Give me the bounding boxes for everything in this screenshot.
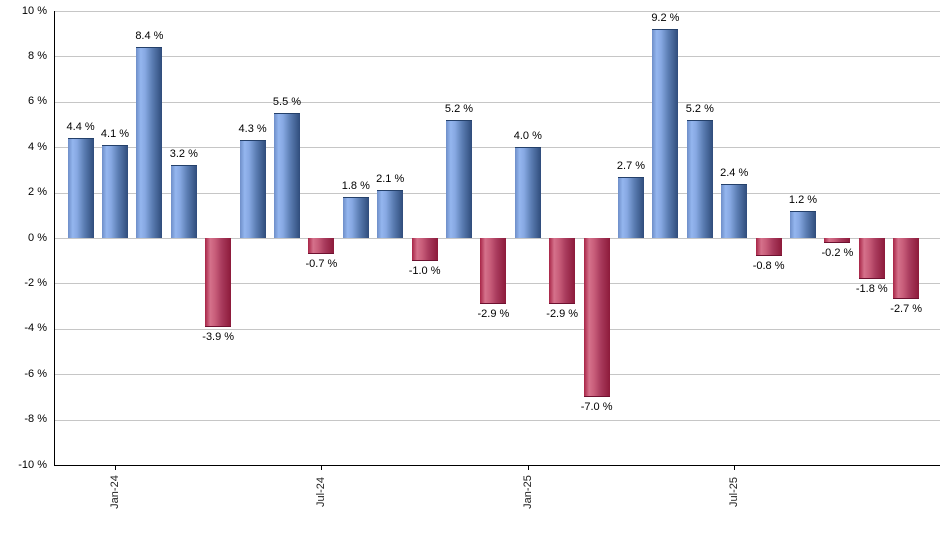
bar [893, 238, 920, 300]
bar-value-label: 9.2 % [651, 12, 680, 25]
bar-value-label: 2.1 % [376, 173, 405, 186]
bar [583, 238, 610, 397]
bar-value-label: -2.9 % [477, 307, 510, 320]
y-axis-line [54, 11, 55, 466]
bar [446, 119, 472, 238]
bar [686, 119, 713, 238]
y-axis-labels: 10 % 8 % 6 % 4 % 2 % 0 % -2 % -4 % -6 % -8 % -10 % [0, 0, 55, 480]
bar [136, 47, 163, 238]
y-tick-label: 0 % [28, 231, 47, 244]
y-tick-label: 10 % [21, 4, 47, 17]
bar [274, 113, 300, 238]
bar-value-label: -2.9 % [546, 307, 579, 320]
bar-value-label: 5.5 % [272, 96, 302, 109]
bar-value-label: 1.8 % [341, 180, 370, 193]
bar [618, 176, 644, 238]
y-tick-label: -6 % [24, 367, 47, 380]
x-tick-label: Jul-25 [728, 477, 741, 507]
bar-value-label: 1.2 % [788, 193, 818, 206]
bar-value-label: -2.7 % [890, 303, 923, 316]
bar-value-label: 8.4 % [135, 30, 164, 43]
bar-value-label: 2.7 % [616, 159, 646, 172]
x-tick-label: Jan-24 [109, 475, 121, 509]
bar-value-label: -0.2 % [821, 246, 854, 259]
bar [308, 238, 335, 254]
bar-value-label: 4.3 % [238, 123, 267, 136]
x-tick-label: Jul-24 [315, 477, 328, 507]
bar [67, 138, 94, 238]
x-tick-mark [321, 465, 323, 470]
bar [170, 165, 197, 238]
bar [858, 238, 885, 279]
bar [824, 238, 851, 243]
y-tick-label: -2 % [24, 276, 47, 289]
gridline [55, 374, 940, 376]
bar-value-label: 5.2 % [444, 102, 474, 115]
y-tick-label: 6 % [28, 95, 47, 108]
bar-value-label: 2.4 % [720, 166, 749, 179]
bar [411, 238, 438, 261]
x-axis-line [54, 465, 940, 466]
bar-value-label: -1.0 % [408, 264, 441, 277]
bar [102, 144, 128, 238]
y-tick-label: 4 % [28, 140, 47, 153]
bar [377, 190, 404, 238]
x-tick-mark [734, 465, 736, 470]
bar [205, 238, 232, 327]
bar [239, 140, 266, 238]
bar [755, 238, 782, 257]
gridline [55, 11, 940, 12]
bar [342, 197, 369, 238]
bar-value-label: -0.7 % [305, 257, 338, 270]
bar-value-label: -7.0 % [580, 400, 613, 413]
gridline [55, 147, 940, 149]
bar [480, 238, 507, 304]
bar-value-label: 3.2 % [169, 148, 198, 161]
bar-value-label: 5.2 % [685, 102, 714, 115]
y-tick-label: 8 % [28, 49, 47, 62]
x-axis-labels: Jan-24 Jul-24 Jan-25 Jul-25 [0, 465, 940, 550]
bar [790, 210, 816, 238]
x-tick-mark [115, 465, 116, 470]
y-tick-label: -4 % [24, 322, 47, 335]
bar [721, 183, 748, 238]
gridline [55, 101, 940, 103]
bar-value-label: 4.1 % [100, 127, 130, 140]
bar-value-label: -3.9 % [202, 330, 235, 343]
bar [549, 238, 576, 304]
gridline [55, 192, 940, 194]
y-tick-label: 2 % [28, 186, 47, 199]
bar-value-label: -1.8 % [855, 282, 888, 295]
gridline [55, 56, 940, 58]
y-tick-label: -10 % [18, 458, 47, 471]
bar-value-label: 4.0 % [513, 130, 542, 143]
bar-value-label: 4.4 % [66, 121, 95, 134]
plot-area: 4.4 % 4.1 % 8.4 % 3.2 % -3.9 % 4.3 % 5.5 % -0.7… [54, 11, 940, 466]
gridline [55, 419, 940, 421]
x-tick-mark [527, 465, 529, 470]
gridline [55, 328, 940, 330]
bar [652, 29, 679, 238]
y-tick-label: -8 % [24, 413, 47, 426]
x-tick-label: Jan-25 [521, 475, 534, 509]
bar-value-label: -0.8 % [752, 260, 785, 273]
bar [514, 147, 541, 238]
